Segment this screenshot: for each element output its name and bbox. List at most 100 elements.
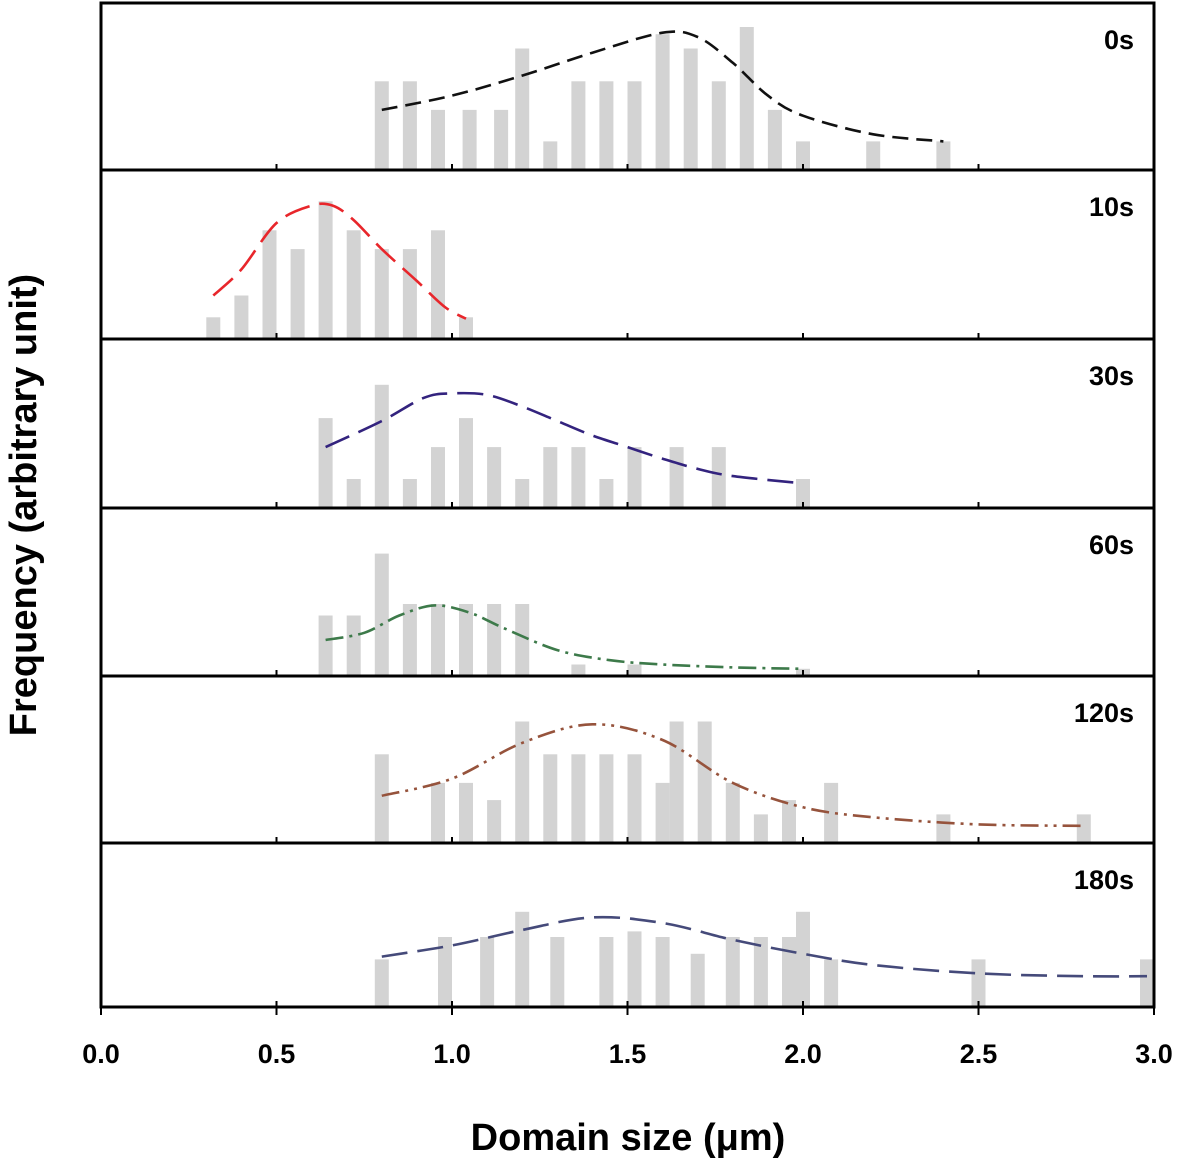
- panel-120s: 120s: [99, 674, 1156, 845]
- bar-120s-0: [374, 754, 389, 843]
- bar-120s-16: [936, 814, 951, 843]
- bar-0s-1: [402, 81, 417, 170]
- bar-30s-9: [571, 447, 586, 508]
- bar-120s-1: [431, 782, 445, 843]
- fit-curve-120s: [381, 722, 1084, 828]
- bar-120s-8: [627, 754, 642, 843]
- bar-60s-1: [346, 615, 361, 676]
- bar-30s-6: [487, 447, 502, 508]
- bar-60s-3: [402, 604, 417, 676]
- bar-0s-4: [494, 109, 509, 170]
- y-axis-title: Frequency (arbitrary unit): [3, 274, 45, 736]
- bar-0s-12: [711, 81, 726, 170]
- bar-120s-7: [599, 754, 614, 843]
- x-axis-title: Domain size (μm): [471, 1117, 786, 1159]
- bar-120s-15: [824, 782, 839, 843]
- bar-0s-10: [655, 34, 670, 171]
- fit-curve-0s: [381, 30, 944, 143]
- bar-0s-17: [936, 141, 951, 170]
- bar-120s-17: [1076, 814, 1091, 843]
- panel-60s: 60s: [99, 506, 1156, 678]
- bar-10s-9: [459, 317, 473, 340]
- bar-180s-11: [782, 937, 796, 1007]
- bar-30s-2: [374, 384, 389, 509]
- x-tick-label-6: 3.0: [1135, 1039, 1173, 1069]
- panel-30s: 30s: [99, 337, 1156, 510]
- panels-layer: 0s 10s 30s 60s 120s 180s: [99, 1, 1156, 1009]
- bar-0s-9: [627, 81, 642, 170]
- bar-0s-8: [599, 81, 614, 170]
- bar-30s-3: [402, 479, 417, 508]
- panel-0s: 0s: [99, 1, 1156, 172]
- panel-10s: 10s: [99, 168, 1156, 341]
- fit-curve-30s: [325, 391, 804, 485]
- bar-0s-16: [866, 141, 881, 170]
- panel-180s: 180s: [99, 841, 1156, 1009]
- bar-10s-0: [206, 317, 221, 340]
- bar-0s-15: [796, 141, 810, 170]
- bar-180s-10: [753, 937, 768, 1007]
- bar-30s-7: [515, 479, 530, 508]
- bar-10s-4: [318, 201, 333, 340]
- bar-60s-2: [374, 553, 389, 676]
- panel-label-0s: 0s: [1104, 25, 1134, 55]
- bar-120s-13: [753, 814, 768, 843]
- bar-30s-8: [543, 447, 558, 508]
- bar-10s-5: [346, 230, 361, 340]
- bar-180s-13: [824, 959, 839, 1007]
- bar-60s-8: [571, 664, 586, 676]
- bar-0s-3: [462, 109, 477, 170]
- panel-label-60s: 60s: [1089, 530, 1134, 560]
- bar-120s-3: [487, 800, 502, 843]
- bar-180s-3: [515, 911, 530, 1007]
- bar-60s-4: [431, 604, 445, 676]
- bar-180s-8: [690, 953, 705, 1007]
- bar-180s-0: [374, 959, 389, 1007]
- bar-60s-6: [487, 604, 502, 676]
- bar-60s-7: [515, 604, 530, 676]
- bar-10s-6: [374, 249, 389, 339]
- x-tick-label-2: 1.0: [433, 1039, 471, 1069]
- x-axis-ticks: 0.0 0.5 1.0 1.5 2.0 2.5 3.0: [82, 1007, 1173, 1069]
- bar-30s-10: [599, 479, 614, 508]
- bar-120s-5: [543, 754, 558, 843]
- x-tick-label-4: 2.0: [784, 1039, 822, 1069]
- bar-0s-6: [543, 141, 558, 170]
- bar-30s-12: [669, 447, 684, 508]
- bar-180s-1: [438, 937, 452, 1007]
- bar-0s-13: [739, 27, 754, 170]
- bar-120s-14: [782, 800, 796, 843]
- fit-curve-180s: [381, 915, 1148, 978]
- bar-0s-0: [374, 81, 389, 170]
- bar-30s-1: [346, 479, 361, 508]
- bar-180s-12: [796, 911, 810, 1007]
- bar-120s-11: [697, 721, 712, 843]
- panel-frame-10s: [99, 168, 1156, 341]
- panel-label-120s: 120s: [1074, 698, 1134, 728]
- panel-label-10s: 10s: [1089, 192, 1134, 222]
- bar-60s-5: [459, 604, 473, 676]
- bar-10s-1: [234, 295, 249, 339]
- bar-30s-14: [796, 479, 810, 508]
- bar-180s-5: [599, 937, 614, 1007]
- bar-10s-7: [402, 249, 417, 339]
- bar-30s-4: [431, 447, 445, 508]
- bar-120s-4: [515, 721, 530, 843]
- bar-10s-2: [262, 230, 277, 340]
- bar-120s-2: [459, 782, 473, 843]
- bar-10s-8: [431, 230, 445, 340]
- panel-frame-60s: [99, 506, 1156, 678]
- bar-30s-5: [459, 418, 473, 508]
- bar-180s-2: [480, 937, 495, 1007]
- bar-60s-9: [627, 664, 642, 676]
- bar-0s-2: [431, 109, 445, 170]
- bar-0s-7: [571, 81, 586, 170]
- x-tick-label-0: 0.0: [82, 1039, 120, 1069]
- x-tick-label-5: 2.5: [960, 1039, 998, 1069]
- bar-180s-6: [627, 931, 642, 1007]
- fit-curve-10s: [212, 202, 467, 320]
- bar-120s-10: [669, 721, 684, 843]
- x-tick-label-3: 1.5: [609, 1039, 647, 1069]
